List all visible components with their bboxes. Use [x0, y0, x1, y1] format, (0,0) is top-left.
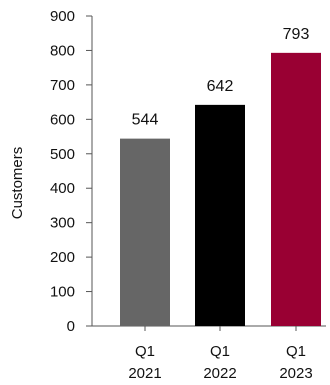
y-tick-label: 0 [67, 318, 75, 335]
y-tick-label: 700 [50, 77, 75, 94]
bars [120, 52, 321, 326]
y-tick-label: 100 [50, 284, 75, 301]
data-label: 544 [132, 112, 159, 129]
x-tick-label: 2023 [279, 365, 312, 382]
y-tick-label: 600 [50, 111, 75, 128]
data-label: 642 [207, 78, 234, 95]
y-tick-label: 400 [50, 180, 75, 197]
x-axis: Q1 2021 Q1 2022 Q1 2023 [92, 325, 326, 382]
y-tick-label: 500 [50, 146, 75, 163]
y-tick-label: 800 [50, 42, 75, 59]
bar [195, 104, 245, 326]
x-tick-label: Q1 [135, 343, 155, 360]
y-tick-label: 200 [50, 249, 75, 266]
bar [271, 52, 321, 326]
y-axis-title: Customers [9, 147, 26, 220]
y-tick-label: 300 [50, 215, 75, 232]
data-label: 793 [283, 26, 310, 43]
data-labels: 544 642 793 [132, 26, 310, 129]
x-tick-label: 2022 [203, 365, 236, 382]
x-tick-label: Q1 [286, 343, 306, 360]
x-tick-label: Q1 [210, 343, 230, 360]
y-axis: 0 100 200 300 400 500 600 700 800 900 [50, 8, 93, 335]
y-tick-label: 900 [50, 8, 75, 25]
bar [120, 138, 170, 326]
x-tick-label: 2021 [128, 365, 161, 382]
